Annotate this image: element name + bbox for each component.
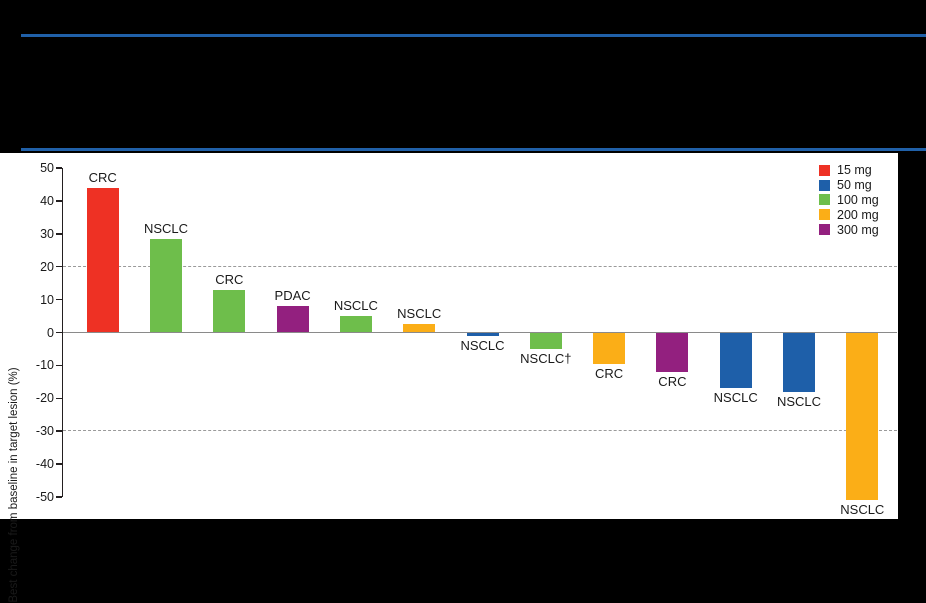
y-tick-40 <box>55 200 62 202</box>
y-tick-30 <box>55 233 62 235</box>
bar-label-9: CRC <box>595 365 624 381</box>
y-axis-line <box>61 168 63 497</box>
legend-label: 300 mg <box>837 222 879 237</box>
y-tick-0 <box>55 331 62 334</box>
legend-label: 15 mg <box>837 163 872 178</box>
bar-12-nsclc <box>783 332 815 392</box>
bar-label-4: PDAC <box>274 288 311 304</box>
legend-item-100-mg: 100 mg <box>819 193 879 208</box>
y-tick-label-30: 30 <box>40 226 54 241</box>
bar-3-crc <box>213 289 246 333</box>
reference-line--30 <box>63 430 897 432</box>
y-tick-20 <box>55 265 62 268</box>
bar-label-10: CRC <box>658 373 687 389</box>
bar-label-11: NSCLC <box>713 390 758 406</box>
bar-13-nsclc <box>846 332 879 501</box>
bar-label-6: NSCLC <box>397 306 442 322</box>
legend-label: 100 mg <box>837 192 879 207</box>
y-tick-label-50: 50 <box>40 161 54 175</box>
waterfall-chart: Best change from baseline in target lesi… <box>0 153 898 603</box>
header-rule-top <box>21 34 926 37</box>
header-rule-bottom <box>21 148 926 151</box>
reference-line-20 <box>63 265 897 267</box>
legend-label: 200 mg <box>837 207 879 222</box>
y-tick-label-10: 10 <box>40 292 54 307</box>
bar-7-nsclc <box>466 332 499 336</box>
bar-10-crc <box>656 332 689 372</box>
y-tick-label--40: -40 <box>35 457 54 472</box>
plot-area: 50 40 30 20 10 0 -10 -20 -30 -40 -50 CRC NSCLC CRC PDA… <box>0 153 898 519</box>
legend-swatch-icon <box>819 194 830 206</box>
bar-label-7: NSCLC <box>460 337 505 353</box>
bar-4-pdac <box>276 306 309 333</box>
y-tick--10 <box>55 364 62 367</box>
legend-item-15-mg: 15 mg <box>819 163 879 178</box>
y-tick-label--30: -30 <box>35 424 54 439</box>
legend-label: 50 mg <box>837 178 872 193</box>
legend-swatch-icon <box>819 164 830 176</box>
y-tick-label-40: 40 <box>40 193 54 208</box>
legend-item-50-mg: 50 mg <box>819 178 879 193</box>
y-tick-label--10: -10 <box>35 358 54 373</box>
y-tick--30 <box>55 430 62 432</box>
y-tick-label--50: -50 <box>35 490 54 504</box>
y-tick-10 <box>55 298 62 301</box>
y-tick-label-20: 20 <box>40 259 54 274</box>
bar-label-8: NSCLC† <box>520 350 572 366</box>
bar-label-12: NSCLC <box>776 393 822 409</box>
y-tick--40 <box>55 463 62 465</box>
bar-label-3: CRC <box>215 271 244 287</box>
bar-label-2: NSCLC <box>143 220 189 236</box>
bar-8-nsclc <box>529 332 562 349</box>
bar-6-nsclc <box>403 324 436 333</box>
y-tick-label-0: 0 <box>47 325 54 340</box>
y-tick--20 <box>55 397 62 400</box>
bar-5-nsclc <box>339 316 372 333</box>
bar-11-nsclc <box>719 332 752 389</box>
bar-label-13: NSCLC <box>840 502 885 518</box>
page: { "page": { "background": "#000000" }, "… <box>0 34 926 603</box>
legend-swatch-icon <box>819 179 830 191</box>
bar-label-5: NSCLC <box>333 298 378 314</box>
legend-item-300-mg: 300 mg <box>819 222 879 237</box>
legend-swatch-icon <box>819 209 830 221</box>
bar-2-nsclc <box>150 238 182 333</box>
dose-legend: 15 mg 50 mg 100 mg 200 mg 300 mg <box>819 163 879 237</box>
legend-item-200-mg: 200 mg <box>819 207 879 222</box>
bar-label-1: CRC <box>88 169 117 185</box>
y-tick-label--20: -20 <box>35 391 54 406</box>
y-tick--50 <box>55 496 62 498</box>
bar-9-crc <box>593 332 626 364</box>
bar-1-crc <box>86 187 119 333</box>
legend-swatch-icon <box>819 224 830 236</box>
y-tick-50 <box>55 167 62 169</box>
